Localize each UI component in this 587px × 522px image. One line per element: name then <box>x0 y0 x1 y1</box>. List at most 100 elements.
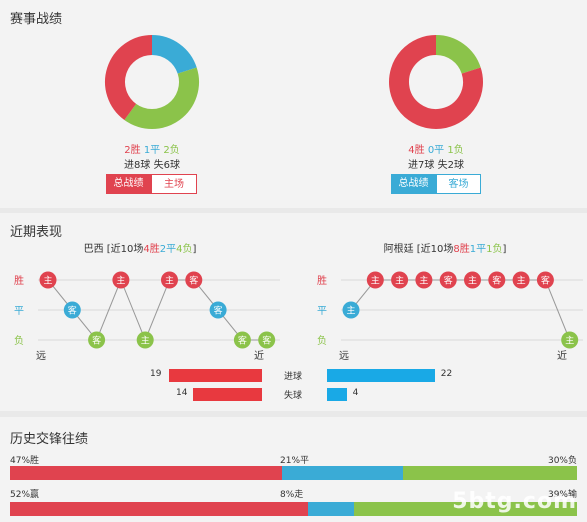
goals-left-bar <box>168 369 262 382</box>
svg-text:客: 客 <box>92 335 101 347</box>
recent-panel: 近期表现 巴西 [近10场4胜2平4负] 阿根廷 [近10场8胜1平1负] 胜平… <box>0 213 587 411</box>
goals-right-bar <box>327 369 435 382</box>
history-row1-draw-segment <box>281 466 404 480</box>
right-donut-wins-segment <box>389 35 483 129</box>
svg-text:主: 主 <box>468 275 477 287</box>
conceded-right-bar <box>327 388 347 401</box>
left-form-line <box>47 278 267 342</box>
right-form-line <box>350 279 571 341</box>
record-title: 赛事战绩 <box>10 12 63 27</box>
right-match-point: 客 <box>439 271 457 289</box>
left-donut-losses-segment <box>124 67 199 129</box>
right-far-label: 远 <box>339 350 349 362</box>
right-row-label: 平 <box>317 306 327 317</box>
history-row2-right-label: 39%输 <box>547 490 577 500</box>
left-record-donut <box>105 35 199 129</box>
left-match-point: 客 <box>185 271 203 289</box>
right-match-point: 客 <box>536 271 554 289</box>
history-row2-mid-label: 8%走 <box>280 490 304 500</box>
svg-text:客: 客 <box>68 305 77 317</box>
left-donut-draws-segment <box>151 35 197 75</box>
conceded-left-value: 14 <box>176 388 188 398</box>
svg-text:主: 主 <box>346 305 355 317</box>
left-match-point: 主 <box>39 271 57 289</box>
left-match-point: 客 <box>258 331 276 349</box>
right-form-chart: 胜平负主主主主客主客主客主远近 <box>317 271 583 362</box>
left-match-point: 客 <box>63 301 81 319</box>
left-form-chart: 胜平负主客客主主主 客客客 客远近 <box>14 271 280 362</box>
right-form-team: 阿根廷 [近10场 <box>383 244 454 255</box>
svg-text:客: 客 <box>262 335 271 347</box>
right-wins: 4胜 <box>408 145 425 156</box>
right-form-losses: 1负 <box>486 244 503 255</box>
history-panel: 历史交锋往绩 47%胜 21%平 30%负 52%赢 8%走 39%输 5btg… <box>0 417 587 522</box>
left-losses: 2负 <box>163 145 180 156</box>
recent-title: 近期表现 <box>10 225 63 240</box>
history-row1-loss-segment <box>403 466 577 480</box>
svg-text:客: 客 <box>189 275 198 287</box>
right-match-point: 客 <box>488 271 506 289</box>
history-row1-mid-label: 21%平 <box>280 456 310 466</box>
right-tab-overall[interactable]: 总战绩 <box>391 174 436 194</box>
left-row-label: 负 <box>14 334 24 347</box>
history-row2-win-segment <box>10 502 308 516</box>
svg-text:客: 客 <box>238 335 247 347</box>
left-record-counts: 2胜 1平 2负 <box>90 141 214 156</box>
watermark: 5btg.com <box>452 489 577 514</box>
right-match-point: 主 <box>342 301 360 319</box>
right-record-counts: 4胜 0平 1负 <box>374 141 498 156</box>
right-match-point: 主 <box>366 271 384 289</box>
left-wins: 2胜 <box>124 145 141 156</box>
svg-text:主: 主 <box>419 275 428 287</box>
svg-text:主: 主 <box>165 275 174 287</box>
svg-text:客: 客 <box>444 275 453 287</box>
right-match-point: 主 <box>464 271 481 289</box>
left-tab-overall[interactable]: 总战绩 <box>106 174 151 194</box>
left-match-point: 主 <box>136 331 154 349</box>
history-row2-draw-segment <box>307 502 354 516</box>
right-tab-away[interactable]: 客场 <box>436 174 481 194</box>
right-match-point: 主 <box>561 331 579 349</box>
right-near-label: 近 <box>557 349 567 362</box>
right-form-suffix: ] <box>502 244 507 255</box>
left-tab-home[interactable]: 主场 <box>151 174 197 194</box>
left-match-point: 客 <box>209 301 227 319</box>
right-form-draws: 1平 <box>469 244 487 255</box>
left-form-wins: 4胜 <box>143 244 160 255</box>
goals-label: 进球 <box>284 372 303 382</box>
goals-right-value: 22 <box>440 369 453 379</box>
right-record-donut <box>389 35 483 129</box>
svg-text:主: 主 <box>116 275 125 287</box>
svg-text:主: 主 <box>395 275 404 287</box>
conceded-label: 失球 <box>284 391 303 401</box>
history-row2-loss-segment <box>353 502 577 516</box>
right-donut-losses-segment <box>435 35 481 75</box>
record-panel: 赛事战绩 2胜 1平 2负 进8球 失6球 4胜 0平 1负 进7球 失2球 总… <box>0 0 587 208</box>
left-draws: 1平 <box>143 145 161 156</box>
left-row-label: 平 <box>14 306 24 317</box>
left-row-label: 胜 <box>14 275 24 287</box>
left-match-point: 客 <box>233 331 251 349</box>
left-match-point: 主 <box>112 271 130 289</box>
left-near-label: 近 <box>254 349 264 362</box>
left-form-losses: 4负 <box>176 244 193 255</box>
history-row2-bar <box>10 502 577 516</box>
left-form-heading: 巴西 [近10场4胜2平4负] <box>40 240 240 255</box>
right-form-heading: 阿根廷 [近10场8胜1平1负] <box>345 240 545 255</box>
left-form-suffix: ] <box>192 244 197 255</box>
svg-text:主: 主 <box>371 275 380 287</box>
right-match-point: 主 <box>391 271 409 289</box>
history-row1-left-label: 47%胜 <box>10 456 40 466</box>
left-form-team: 巴西 [近10场 <box>83 244 144 255</box>
right-form-wins: 8胜 <box>453 244 470 255</box>
svg-text:客: 客 <box>492 275 501 287</box>
conceded-left-bar <box>193 388 262 401</box>
left-goals-line: 进8球 失6球 <box>124 160 180 171</box>
right-losses: 1负 <box>447 145 464 156</box>
left-match-point: 客 <box>88 331 106 349</box>
goals-left-value: 19 <box>150 369 162 379</box>
left-donut-wins-segment <box>105 35 153 121</box>
conceded-right-value: 4 <box>352 388 359 398</box>
history-title: 历史交锋往绩 <box>10 432 89 447</box>
history-row2-left-label: 52%赢 <box>10 490 40 500</box>
